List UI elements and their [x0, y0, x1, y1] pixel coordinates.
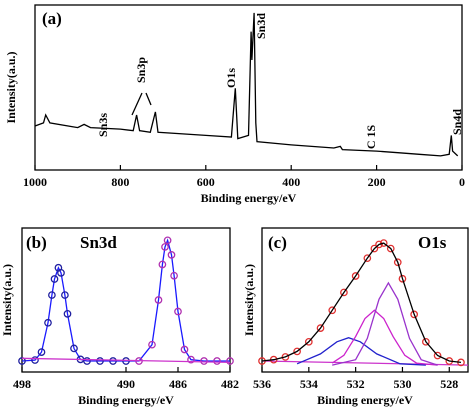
data-point: [422, 337, 430, 346]
data-point: [158, 260, 167, 269]
data-point: [213, 357, 221, 365]
y-axis-label: Intensity(a.u.): [4, 51, 18, 123]
peak-label: Sn3s: [96, 113, 110, 137]
data-point: [340, 288, 348, 297]
x-axis-label: Binding energy/eV: [201, 191, 297, 205]
panel-label: (c): [268, 233, 287, 252]
x-tick-label: 800: [111, 175, 129, 189]
data-point: [83, 357, 91, 365]
x-tick-label: 532: [347, 377, 365, 391]
peak-label: O1s: [224, 68, 238, 88]
data-point: [44, 318, 52, 327]
peak-label: C 1S: [364, 125, 378, 150]
x-tick-label: 536: [253, 377, 271, 391]
series-line: [296, 337, 426, 366]
data-point: [328, 306, 337, 315]
data-point: [154, 296, 163, 304]
data-point: [304, 337, 313, 346]
data-point: [226, 357, 234, 365]
peak-label: Sn3d: [254, 13, 268, 39]
data-point: [37, 348, 46, 356]
series-line: [34, 12, 459, 157]
data-point: [48, 291, 56, 299]
peak-label: Sn3p: [134, 57, 148, 83]
data-point: [170, 271, 178, 280]
data-point: [370, 244, 379, 253]
data-point: [386, 244, 395, 253]
series-line: [331, 309, 438, 366]
data-point: [410, 310, 419, 319]
x-tick-label: 400: [282, 175, 300, 189]
x-tick-label: 528: [440, 377, 458, 391]
data-point: [50, 275, 59, 283]
peak-label: Sn4d: [450, 109, 464, 135]
y-axis-label: Intensity(a.u.): [0, 264, 14, 336]
data-point: [148, 340, 156, 349]
x-tick-label: 600: [197, 175, 215, 189]
data-point: [31, 356, 39, 364]
series-line: [21, 357, 231, 364]
data-point: [161, 243, 169, 251]
data-point: [363, 254, 372, 263]
panel-label: (b): [26, 233, 47, 252]
series-line: [261, 242, 462, 364]
data-point: [293, 347, 301, 356]
data-point: [375, 240, 383, 249]
arrow: [131, 92, 143, 116]
data-point: [433, 351, 442, 360]
x-tick-label: 0: [459, 175, 465, 189]
x-tick-label: 530: [393, 377, 411, 391]
x-tick-label: 1000: [23, 175, 47, 189]
data-point: [96, 357, 104, 365]
x-axis-label: Binding energy/eV: [317, 393, 413, 407]
data-point: [180, 345, 189, 354]
plot-frame: [261, 227, 469, 373]
data-point: [163, 236, 172, 245]
data-point: [57, 268, 65, 277]
data-point: [167, 251, 176, 259]
data-point: [316, 324, 325, 332]
series-line: [332, 281, 438, 366]
x-tick-label: 534: [300, 377, 318, 391]
x-tick-label: 490: [117, 377, 135, 391]
series-line: [21, 238, 230, 362]
data-point: [63, 310, 72, 318]
x-tick-label: 486: [169, 377, 187, 391]
data-point: [398, 274, 407, 283]
data-point: [70, 344, 78, 353]
panel-title: Sn3d: [80, 233, 117, 252]
data-point: [187, 355, 195, 364]
arrow: [145, 92, 152, 106]
data-point: [174, 307, 182, 316]
x-tick-label: 498: [13, 377, 31, 391]
data-point: [351, 272, 360, 280]
data-point: [200, 357, 208, 365]
data-point: [281, 353, 290, 361]
panel-label: (a): [42, 9, 62, 28]
x-axis-label: Binding energy/eV: [78, 393, 174, 407]
data-point: [379, 239, 388, 247]
panel-title: O1s: [418, 233, 447, 252]
plot-frame: [21, 227, 231, 373]
data-point: [393, 258, 402, 267]
data-point: [61, 291, 69, 299]
data-point: [18, 357, 26, 365]
plot-frame: [34, 4, 463, 171]
x-tick-label: 482: [221, 377, 239, 391]
data-point: [109, 357, 117, 365]
y-axis-label: Intensity(a.u.): [242, 264, 256, 336]
x-tick-label: 200: [368, 175, 386, 189]
